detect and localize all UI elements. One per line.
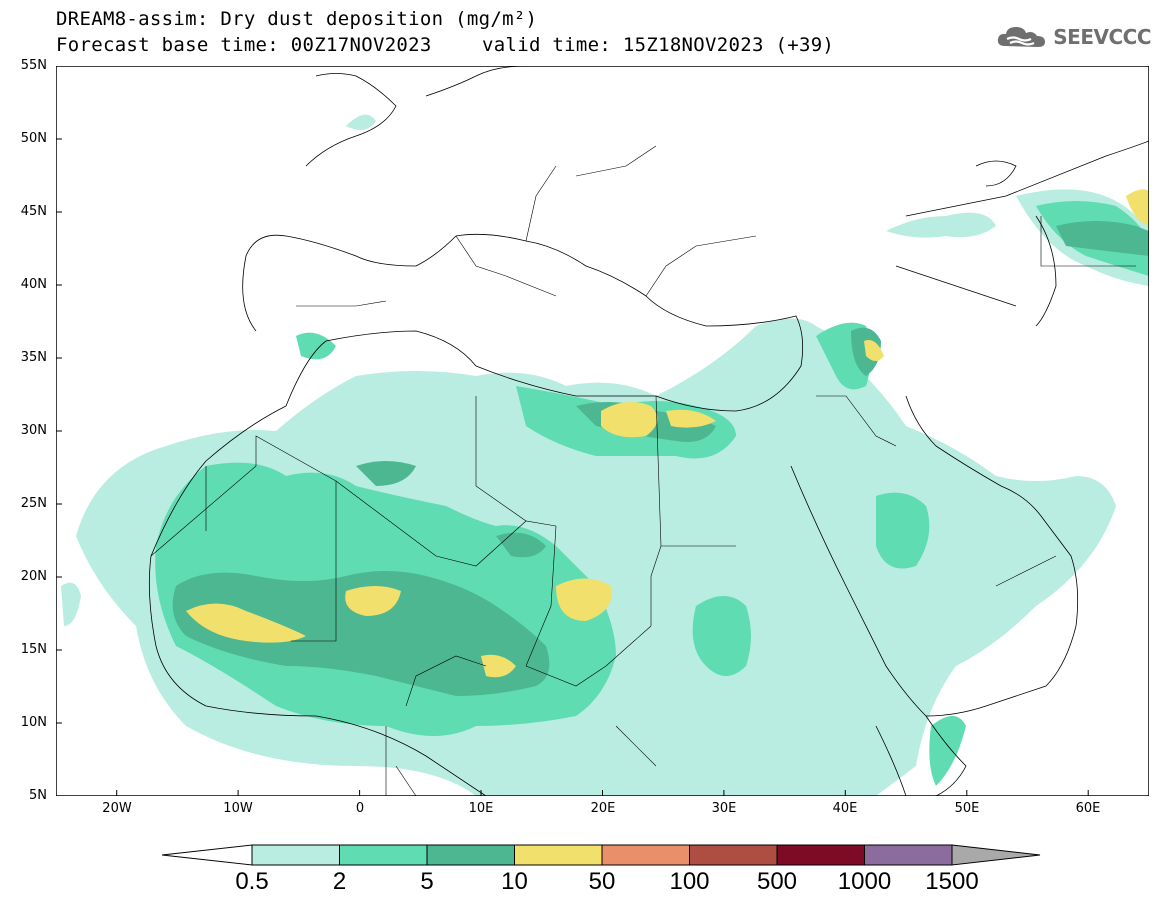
logo-text: SEEVCCC (1053, 25, 1151, 49)
colorbar-swatch (689, 844, 778, 866)
axis-ticks (56, 66, 1089, 796)
lon-label: 10E (468, 801, 494, 816)
lat-label: 40N (20, 277, 47, 292)
valid-time: valid time: 15Z18NOV2023 (+39) (482, 34, 835, 56)
lat-label: 55N (20, 58, 47, 73)
lat-label: 30N (20, 423, 47, 438)
lon-label: 60E (1075, 801, 1101, 816)
colorbar-swatch (776, 844, 865, 866)
colorbar-label: 10 (501, 868, 528, 895)
lat-label: 15N (20, 642, 47, 657)
dust-deposition-map (56, 66, 1149, 796)
lat-label: 10N (20, 715, 47, 730)
lon-label: 10W (223, 801, 253, 816)
map-title: DREAM8-assim: Dry dust deposition (mg/m²… (56, 8, 538, 30)
lat-label: 45N (20, 204, 47, 219)
colorbar-label: 0.5 (235, 868, 269, 895)
colorbar-label: 5 (420, 868, 434, 895)
lon-label: 20E (590, 801, 616, 816)
colorbar-label: 2 (332, 868, 347, 895)
colorbar-left-arrow (162, 844, 253, 866)
lon-label: 30E (711, 801, 737, 816)
colorbar-label: 1500 (925, 868, 979, 895)
lat-label: 5N (29, 788, 47, 803)
colorbar-swatch (514, 844, 603, 866)
colorbar-swatch (339, 844, 428, 866)
lat-label: 20N (20, 569, 47, 584)
colorbar-label: 500 (756, 868, 798, 895)
colorbar-swatch (864, 844, 953, 866)
lat-label: 35N (20, 350, 47, 365)
cloud-icon (998, 27, 1046, 47)
lat-label: 25N (20, 496, 47, 511)
seevccc-logo: SEEVCCC (995, 24, 1151, 50)
lon-label: 0 (355, 801, 365, 816)
colorbar-swatch (601, 844, 690, 866)
lat-label: 50N (20, 131, 47, 146)
colorbar-label: 1000 (837, 868, 892, 895)
colorbar-right-arrow (951, 844, 1041, 866)
deposition-layer-10-50 (186, 189, 1149, 678)
colorbar-label: 100 (669, 868, 710, 895)
forecast-base-time: Forecast base time: 00Z17NOV2023 (56, 34, 432, 56)
lon-label: 40E (832, 801, 858, 816)
colorbar (162, 844, 1041, 866)
lon-label: 20W (102, 801, 132, 816)
country-borders (150, 145, 1136, 796)
colorbar-swatch (251, 844, 340, 866)
colorbar-swatch (426, 844, 515, 866)
colorbar-label: 50 (588, 868, 616, 895)
coastlines (148, 66, 1149, 796)
lon-label: 50E (954, 801, 980, 816)
